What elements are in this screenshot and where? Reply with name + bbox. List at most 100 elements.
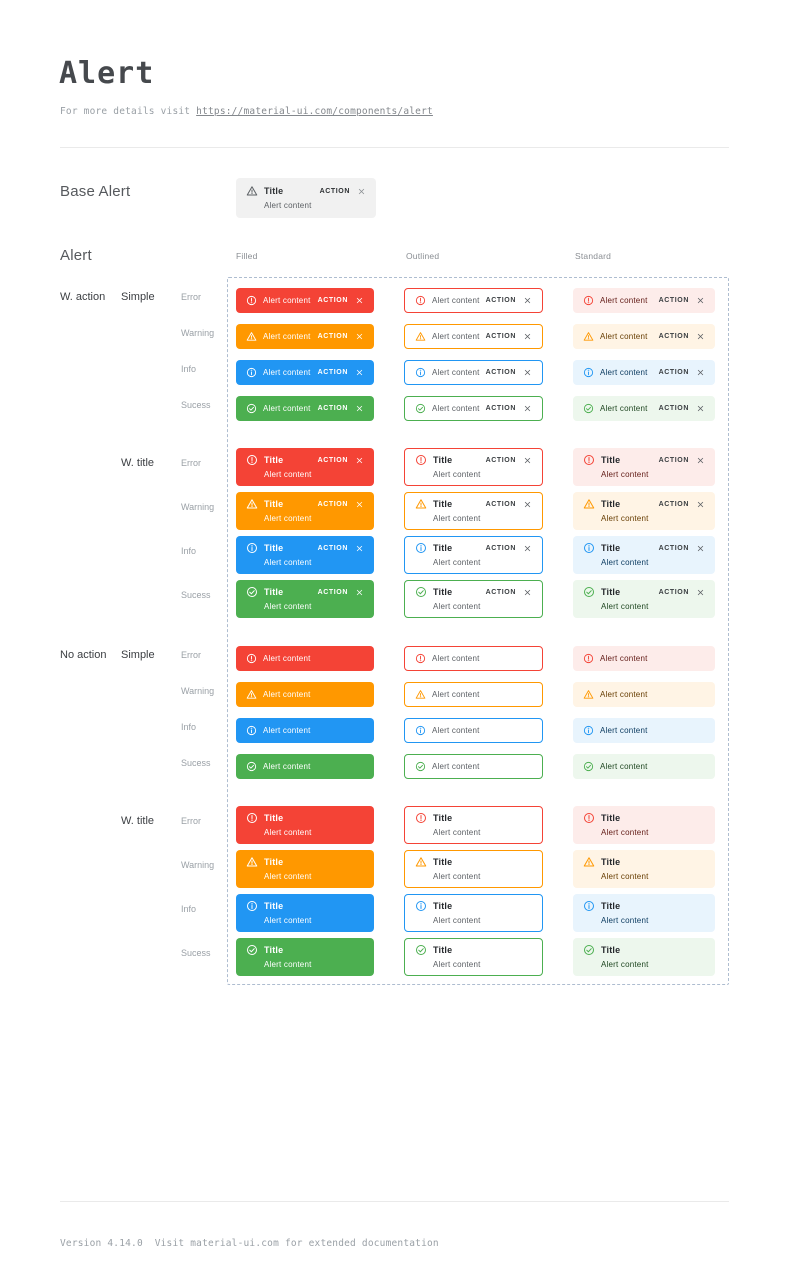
outlined-info-alert: Title ACTION Alert content: [404, 536, 543, 574]
action-button[interactable]: ACTION: [658, 456, 689, 464]
filled-warning-alert: Title ACTION Alert content: [236, 492, 374, 530]
close-icon[interactable]: [523, 544, 532, 553]
action-button[interactable]: ACTION: [658, 544, 689, 552]
action-button[interactable]: ACTION: [658, 500, 689, 508]
alert-content: Alert content: [601, 514, 649, 523]
severity-label-warning: Warning: [181, 860, 215, 870]
alert-title: Title: [601, 856, 621, 867]
alert-content: Alert content: [263, 367, 311, 377]
standard-success-alert: Title Alert content: [573, 938, 715, 976]
close-icon[interactable]: [696, 456, 705, 465]
action-button[interactable]: ACTION: [658, 588, 689, 596]
close-icon[interactable]: [355, 500, 364, 509]
action-button[interactable]: ACTION: [317, 544, 348, 552]
alert-content: Alert content: [600, 653, 648, 663]
alert-content: Alert content: [600, 761, 648, 771]
action-button[interactable]: ACTION: [317, 456, 348, 464]
filled-info-alert: Title Alert content: [236, 894, 374, 932]
action-button[interactable]: ACTION: [658, 297, 689, 304]
standard-success-alert: Alert content: [573, 754, 715, 779]
alert-title: Title: [601, 498, 621, 509]
outlined-success-alert: Title Alert content: [404, 938, 543, 976]
close-icon[interactable]: [696, 544, 705, 553]
close-icon[interactable]: [696, 500, 705, 509]
standard-info-alert: Title ACTION Alert content: [573, 536, 715, 574]
close-icon[interactable]: [523, 368, 532, 377]
action-button[interactable]: ACTION: [485, 297, 516, 304]
error-icon: [583, 812, 595, 824]
close-icon[interactable]: [355, 588, 364, 597]
alert-title: Title: [601, 812, 621, 823]
close-icon[interactable]: [696, 368, 705, 377]
standard-warning-alert: Title ACTION Alert content: [573, 492, 715, 530]
close-icon[interactable]: [523, 588, 532, 597]
category-label-w-action: W. action: [60, 290, 106, 303]
warning-icon: [583, 856, 595, 868]
warning-icon: [415, 498, 427, 510]
alert-title: Title: [433, 454, 453, 465]
standard-info-alert: Title Alert content: [573, 894, 715, 932]
alert-content: Alert content: [264, 916, 312, 925]
action-button[interactable]: ACTION: [485, 588, 516, 596]
action-button[interactable]: ACTION: [319, 187, 350, 195]
error-icon: [415, 653, 426, 664]
close-icon[interactable]: [355, 332, 364, 341]
close-icon[interactable]: [696, 588, 705, 597]
alert-content: Alert content: [432, 331, 480, 341]
alert-content: Alert content: [263, 331, 311, 341]
close-icon[interactable]: [696, 332, 705, 341]
standard-warning-alert: Title Alert content: [573, 850, 715, 888]
severity-label-error: Error: [181, 458, 201, 468]
action-button[interactable]: ACTION: [485, 405, 516, 412]
docs-link[interactable]: https://material-ui.com/components/alert: [196, 106, 433, 117]
action-button[interactable]: ACTION: [317, 405, 348, 412]
action-button[interactable]: ACTION: [658, 405, 689, 412]
close-icon[interactable]: [523, 332, 532, 341]
warning-icon: [415, 331, 426, 342]
action-button[interactable]: ACTION: [317, 500, 348, 508]
alert-content: Alert content: [432, 761, 480, 771]
close-icon[interactable]: [523, 456, 532, 465]
action-button[interactable]: ACTION: [658, 333, 689, 340]
action-button[interactable]: ACTION: [485, 544, 516, 552]
action-button[interactable]: ACTION: [485, 456, 516, 464]
standard-warning-alert: Alert content ACTION: [573, 324, 715, 349]
action-button[interactable]: ACTION: [485, 369, 516, 376]
close-icon[interactable]: [355, 456, 364, 465]
error-icon: [583, 653, 594, 664]
warning-icon: [246, 689, 257, 700]
filled-info-alert: Title ACTION Alert content: [236, 536, 374, 574]
action-button[interactable]: ACTION: [317, 333, 348, 340]
action-button[interactable]: ACTION: [485, 333, 516, 340]
alert-content: Alert content: [264, 558, 312, 567]
alert-content: Alert content: [432, 725, 480, 735]
close-icon[interactable]: [696, 404, 705, 413]
alert-content: Alert content: [433, 872, 481, 881]
action-button[interactable]: ACTION: [485, 500, 516, 508]
action-button[interactable]: ACTION: [658, 369, 689, 376]
close-icon[interactable]: [355, 544, 364, 553]
alert-content: Alert content: [263, 725, 311, 735]
info-icon: [246, 367, 257, 378]
alert-content: Alert content: [601, 960, 649, 969]
filled-success-alert: Alert content: [236, 754, 374, 779]
outlined-success-alert: Title ACTION Alert content: [404, 580, 543, 618]
filled-error-alert: Title ACTION Alert content: [236, 448, 374, 486]
close-icon[interactable]: [357, 187, 366, 196]
close-icon[interactable]: [355, 296, 364, 305]
close-icon[interactable]: [355, 368, 364, 377]
close-icon[interactable]: [355, 404, 364, 413]
column-header-filled: Filled: [236, 251, 258, 261]
action-button[interactable]: ACTION: [317, 297, 348, 304]
close-icon[interactable]: [523, 404, 532, 413]
action-button[interactable]: ACTION: [317, 369, 348, 376]
alert-content: Alert content: [601, 558, 649, 567]
close-icon[interactable]: [523, 500, 532, 509]
close-icon[interactable]: [523, 296, 532, 305]
action-button[interactable]: ACTION: [317, 588, 348, 596]
alert-title: Title: [264, 586, 284, 597]
alert-title: Title: [601, 900, 621, 911]
close-icon[interactable]: [696, 296, 705, 305]
alert-content: Alert content: [432, 403, 480, 413]
alert-content: Alert content: [433, 514, 481, 523]
